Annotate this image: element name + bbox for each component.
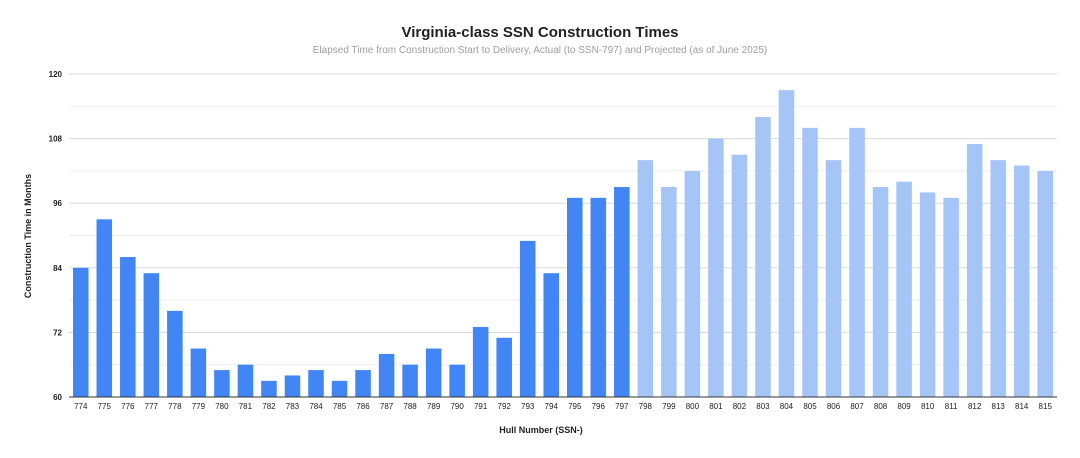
x-tick-label: 778 [168, 402, 182, 411]
y-axis-title: Construction Time in Months [23, 174, 33, 298]
x-tick-label: 787 [380, 402, 394, 411]
x-tick-label: 811 [945, 402, 958, 411]
bar-ssn-805 [802, 127, 818, 397]
bar-ssn-806 [825, 160, 842, 397]
y-tick-label: 108 [49, 135, 63, 144]
bar-ssn-814 [1013, 165, 1030, 397]
x-tick-label: 797 [615, 402, 629, 411]
x-tick-label: 789 [427, 402, 441, 411]
x-tick-label: 809 [897, 402, 911, 411]
bar-ssn-799 [661, 187, 677, 397]
x-tick-label: 785 [333, 402, 347, 411]
y-tick-label: 84 [53, 264, 62, 273]
bars [69, 90, 1057, 398]
y-tick-label: 96 [53, 199, 62, 208]
bar-ssn-784 [308, 370, 324, 397]
x-tick-label: 812 [968, 402, 982, 411]
bar-ssn-775 [96, 219, 113, 397]
bar-ssn-780 [214, 370, 230, 397]
bar-ssn-789 [425, 348, 442, 397]
x-tick-label: 794 [545, 402, 559, 411]
chart-subtitle: Elapsed Time from Construction Start to … [313, 45, 767, 56]
bar-ssn-807 [849, 127, 865, 397]
bar-ssn-802 [731, 154, 748, 397]
x-tick-label: 780 [215, 402, 229, 411]
x-tick-label: 810 [921, 402, 935, 411]
bar-ssn-791 [472, 327, 489, 397]
x-tick-label: 775 [98, 402, 112, 411]
bar-ssn-792 [496, 337, 512, 397]
chart-title: Virginia-class SSN Construction Times [401, 24, 678, 41]
bar-ssn-777 [143, 273, 160, 397]
x-tick-label: 807 [850, 402, 864, 411]
x-tick-label: 788 [403, 402, 417, 411]
bar-ssn-783 [284, 375, 301, 397]
bar-ssn-778 [167, 310, 183, 397]
bar-ssn-803 [755, 117, 771, 398]
bar-ssn-796 [590, 197, 607, 397]
x-tick-label: 774 [74, 402, 88, 411]
x-tick-label: 808 [874, 402, 888, 411]
bar-ssn-811 [943, 197, 959, 397]
x-tick-label: 790 [450, 402, 464, 411]
x-tick-label: 784 [309, 402, 323, 411]
x-tick-label: 800 [686, 402, 700, 411]
x-tick-label: 802 [733, 402, 747, 411]
x-tick-labels: 774 775 776 777 778 779 780 781 782 783 784 785 786 7… [74, 402, 1052, 411]
x-tick-label: 781 [239, 402, 253, 411]
bar-ssn-810 [919, 192, 936, 397]
bar-ssn-788 [402, 364, 418, 397]
y-tick-label: 120 [49, 70, 63, 79]
bar-ssn-782 [261, 380, 277, 397]
y-tick-label: 72 [53, 328, 62, 337]
bar-ssn-774 [72, 267, 89, 397]
bar-ssn-790 [449, 364, 465, 397]
x-tick-label: 792 [498, 402, 512, 411]
bar-ssn-800 [684, 170, 701, 397]
bar-ssn-798 [637, 160, 654, 397]
x-tick-label: 786 [356, 402, 370, 411]
bar-ssn-804 [778, 90, 795, 398]
bar-ssn-779 [190, 348, 207, 397]
x-tick-label: 815 [1039, 402, 1053, 411]
x-tick-label: 791 [474, 402, 488, 411]
x-tick-label: 776 [121, 402, 135, 411]
x-tick-label: 814 [1015, 402, 1029, 411]
bar-ssn-812 [966, 143, 983, 397]
bar-ssn-809 [896, 181, 912, 397]
y-tick-labels: 60 72 84 96 108 120 [49, 70, 63, 402]
x-tick-label: 804 [780, 402, 794, 411]
bar-ssn-776 [120, 257, 136, 397]
bar-ssn-786 [355, 370, 371, 397]
bar-ssn-797 [614, 187, 630, 397]
x-tick-label: 795 [568, 402, 582, 411]
bar-ssn-787 [378, 353, 395, 397]
bar-ssn-781 [237, 364, 254, 397]
x-tick-label: 777 [145, 402, 159, 411]
x-tick-label: 813 [992, 402, 1006, 411]
bar-ssn-808 [872, 187, 889, 397]
x-tick-label: 796 [592, 402, 606, 411]
x-tick-label: 803 [756, 402, 770, 411]
x-tick-label: 779 [192, 402, 206, 411]
y-tick-label: 60 [53, 393, 62, 402]
x-tick-label: 793 [521, 402, 535, 411]
bar-ssn-795 [566, 197, 583, 397]
x-axis-title: Hull Number (SSN-) [499, 425, 583, 435]
x-tick-label: 782 [262, 402, 276, 411]
bar-ssn-801 [708, 138, 724, 397]
x-tick-label: 806 [827, 402, 841, 411]
bar-ssn-793 [519, 240, 536, 397]
bar-ssn-813 [990, 160, 1006, 397]
bar-ssn-815 [1037, 170, 1054, 397]
bar-ssn-794 [543, 273, 560, 397]
x-tick-label: 783 [286, 402, 300, 411]
x-tick-label: 805 [803, 402, 817, 411]
bar-ssn-785 [331, 380, 348, 397]
x-tick-label: 799 [662, 402, 676, 411]
x-tick-label: 798 [639, 402, 653, 411]
x-tick-label: 801 [709, 402, 723, 411]
